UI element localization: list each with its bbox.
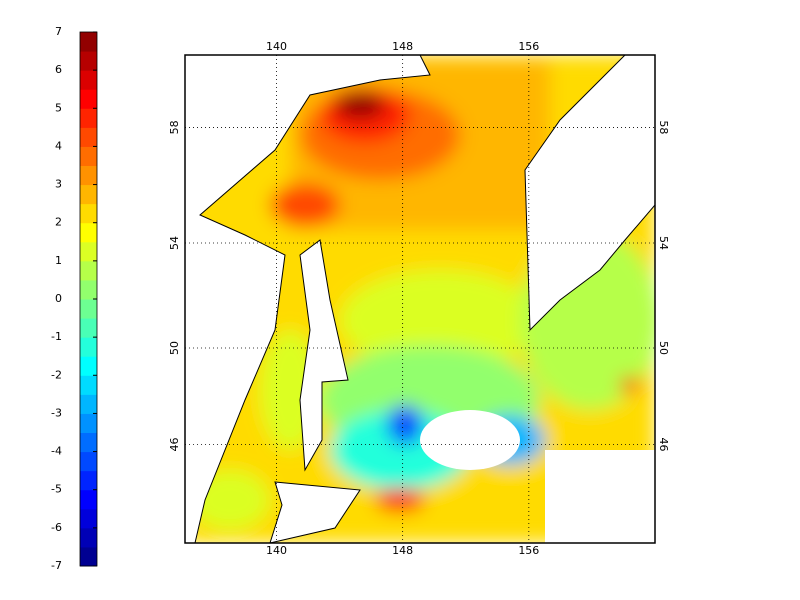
colorbar-tick-label: -2 xyxy=(51,368,62,381)
colorbar-segment xyxy=(80,127,97,147)
colorbar-tick-label: 4 xyxy=(55,139,62,152)
colorbar-segment xyxy=(80,356,97,376)
colorbar-segment xyxy=(80,318,97,338)
colorbar-tick-label: -1 xyxy=(51,330,62,343)
colorbar-tick-label: 3 xyxy=(55,178,62,191)
colorbar-tick-label: 1 xyxy=(55,254,62,267)
colorbar-segment xyxy=(80,70,97,90)
lon-label-top: 156 xyxy=(518,40,539,53)
colorbar-segment xyxy=(80,222,97,243)
colorbar-tick-label: 7 xyxy=(55,25,62,38)
colorbar-segment xyxy=(80,203,97,224)
colorbar-tick-label: -3 xyxy=(51,406,62,419)
lat-label-right: 46 xyxy=(657,438,670,452)
colorbar-tick-label: 0 xyxy=(55,292,62,305)
lat-label-left: 46 xyxy=(168,438,181,452)
colorbar-segment xyxy=(80,432,97,453)
colorbar-segment xyxy=(80,451,97,472)
colorbar-tick-label: 6 xyxy=(55,63,62,76)
colorbar-segment xyxy=(80,184,97,205)
colorbar-tick-label: -4 xyxy=(51,445,62,458)
colorbar-segment xyxy=(80,51,97,71)
colorbar-tick-label: 5 xyxy=(55,101,62,114)
colorbar-segment xyxy=(80,337,97,357)
colorbar-segment xyxy=(80,527,97,548)
colorbar-segment xyxy=(80,165,97,186)
colorbar-segment xyxy=(80,32,97,52)
lat-label-left: 50 xyxy=(168,341,181,355)
map-frame xyxy=(184,54,656,544)
colorbar-segment xyxy=(80,470,97,491)
labels: 140 140 148 148 156 156 58 58 54 54 50 50 46 46 xyxy=(168,40,670,557)
colorbar-segment xyxy=(80,299,97,319)
anomaly-field xyxy=(185,55,655,543)
colorbar-segment xyxy=(80,489,97,510)
colorbar-segment xyxy=(80,260,97,281)
colorbar: 7 6 5 4 3 2 1 0 -1 -2 -3 -4 -5 -6 -7 xyxy=(51,25,98,572)
lon-label-top: 140 xyxy=(266,40,287,53)
colorbar-tick-label: -7 xyxy=(51,559,62,572)
colorbar-segment xyxy=(80,375,97,395)
colorbar-segment xyxy=(80,508,97,529)
colorbar-segment xyxy=(80,546,97,567)
lat-label-right: 54 xyxy=(657,236,670,250)
colorbar-tick-label: -5 xyxy=(51,483,62,496)
colorbar-segment xyxy=(80,241,97,262)
colorbar-segment xyxy=(80,108,97,128)
lat-label-right: 58 xyxy=(657,120,670,134)
lon-label-bottom: 148 xyxy=(392,544,413,557)
colorbar-segment xyxy=(80,413,97,433)
lat-label-left: 54 xyxy=(168,236,181,250)
lon-label-bottom: 156 xyxy=(518,544,539,557)
colorbar-segment xyxy=(80,394,97,414)
lat-label-left: 58 xyxy=(168,120,181,134)
colorbar-tick-label: -6 xyxy=(51,521,62,534)
colorbar-tick-label: 2 xyxy=(55,216,62,229)
lat-label-right: 50 xyxy=(657,341,670,355)
graticule xyxy=(185,55,655,543)
lon-label-bottom: 140 xyxy=(266,544,287,557)
colorbar-segment xyxy=(80,279,97,300)
lon-label-top: 148 xyxy=(392,40,413,53)
colorbar-segment xyxy=(80,89,97,109)
colorbar-segment xyxy=(80,146,97,166)
